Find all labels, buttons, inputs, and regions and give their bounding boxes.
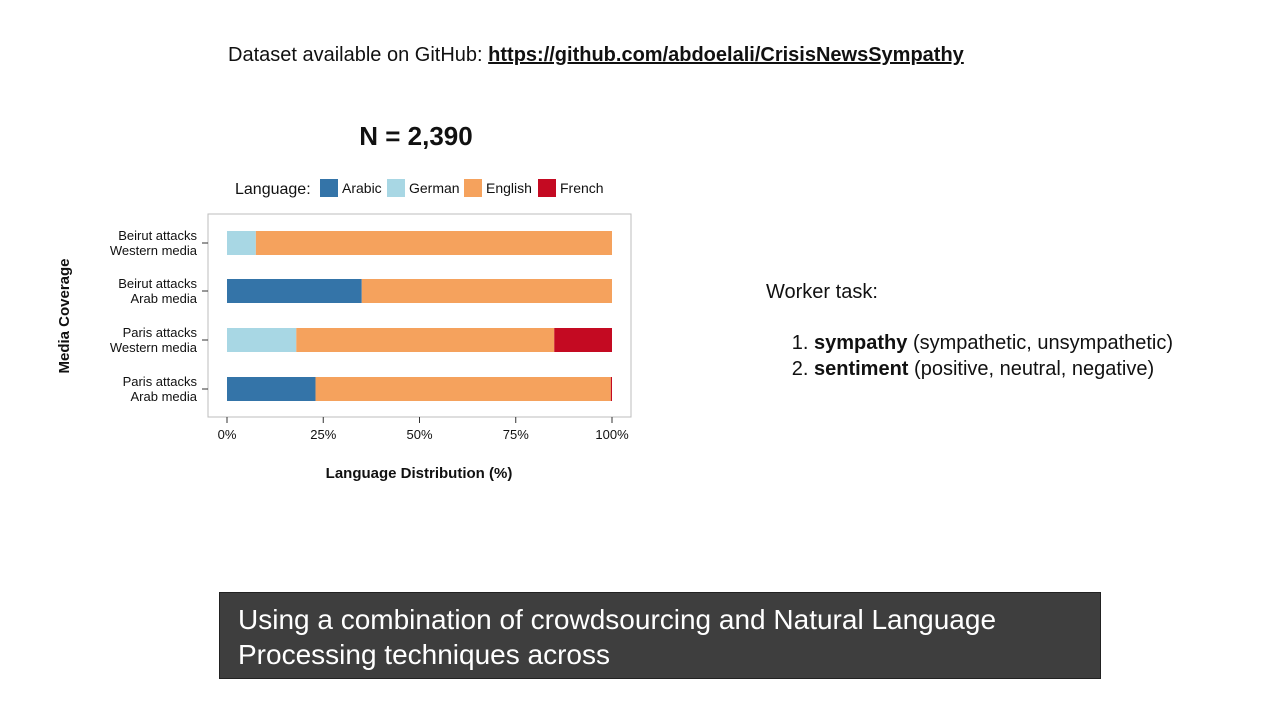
y-tick-label: Arab media [131,389,198,404]
chart-legend: Language: Arabic German English French [235,179,604,198]
legend-label-french: French [560,180,604,196]
y-tick-label: Western media [110,243,198,258]
task-item: sympathy (sympathetic, unsympathetic) [814,330,1173,356]
chart-title: N = 2,390 [359,121,472,151]
x-tick-label: 25% [310,427,336,442]
x-tick-label: 100% [595,427,629,442]
y-tick-label: Beirut attacks [118,228,197,243]
dataset-link[interactable]: https://github.com/abdoelali/CrisisNewsS… [488,44,964,66]
legend-swatch-arabic [320,179,338,197]
x-tick-label: 0% [218,427,237,442]
bar-segment-arabic [227,377,316,401]
y-tick-label: Beirut attacks [118,276,197,291]
worker-task-title: Worker task: [766,281,878,303]
task-detail: (sympathetic, unsympathetic) [912,332,1174,354]
bar-segment-french [610,377,612,401]
bar-segment-german [227,328,297,352]
task-detail: (positive, neutral, negative) [914,358,1155,380]
bar-segment-english [296,328,555,352]
legend-label-english: English [486,180,532,196]
y-axis-label: Media Coverage [56,258,73,373]
bar-segment-english [255,231,612,255]
task-term: sentiment [814,358,909,380]
bar-segment-arabic [227,279,362,303]
y-tick-label: Arab media [131,291,198,306]
task-term: sympathy [814,332,908,354]
legend-swatch-french [538,179,556,197]
y-tick-label: Paris attacks [123,325,198,340]
bar-segment-english [361,279,612,303]
legend-swatch-german [387,179,405,197]
caption-text: Using a combination of crowdsourcing and… [238,604,997,670]
dataset-prefix: Dataset available on GitHub: [228,44,483,66]
dataset-line: Dataset available on GitHub: https://git… [228,44,964,67]
x-tick-label: 50% [406,427,432,442]
bar-segment-french [554,328,612,352]
bars-group [227,231,612,401]
x-axis-label: Language Distribution (%) [326,465,513,482]
x-axis: 0% 25% 50% 75% 100% [218,417,629,442]
y-tick-label: Paris attacks [123,374,198,389]
legend-label-german: German [409,180,460,196]
y-tick-label: Western media [110,340,198,355]
task-item: sentiment (positive, neutral, negative) [814,356,1173,382]
worker-task-block: Worker task: sympathy (sympathetic, unsy… [766,281,1173,382]
legend-swatch-english [464,179,482,197]
legend-label-arabic: Arabic [342,180,382,196]
subtitle-caption: Using a combination of crowdsourcing and… [219,592,1101,679]
x-tick-label: 75% [503,427,529,442]
legend-title: Language: [235,181,311,198]
bar-segment-english [315,377,611,401]
bar-segment-german [227,231,256,255]
language-distribution-chart: N = 2,390 Language: Arabic German English Fr… [56,121,632,482]
worker-task-list: sympathy (sympathetic, unsympathetic) se… [766,330,1173,382]
